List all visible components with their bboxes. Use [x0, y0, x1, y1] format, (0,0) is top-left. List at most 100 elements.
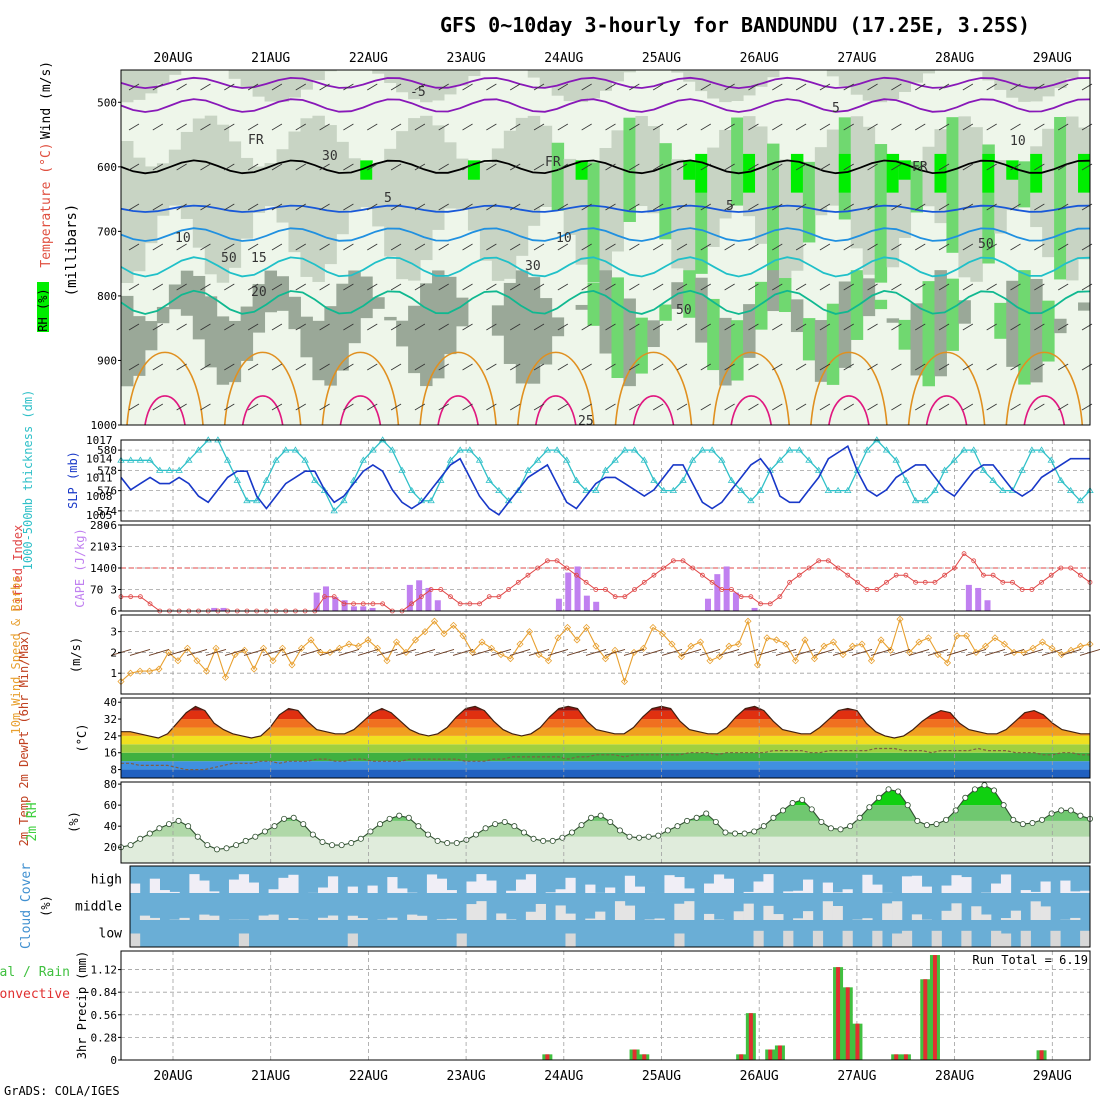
- lifted-index-point: [651, 572, 657, 578]
- rh2m-point: [971, 786, 978, 793]
- rh-cell: [767, 70, 780, 78]
- wind-barb: [1010, 83, 1021, 91]
- wind-barb: [343, 243, 354, 251]
- footer-credit: GrADS: COLA/IGES: [4, 1084, 120, 1098]
- temperature-contour-30: [144, 395, 186, 426]
- wind-barb: [338, 648, 360, 656]
- rh2m-point: [808, 806, 815, 813]
- cloud-middle-bar: [882, 903, 893, 920]
- thickness-point: [776, 456, 784, 463]
- wind-barb: [367, 363, 378, 371]
- thickness-point: [747, 496, 755, 504]
- wind-barb: [629, 363, 640, 371]
- date-label-bottom: 20AUG: [153, 1069, 192, 1084]
- contour-label: 5: [832, 101, 840, 116]
- rh-cell: [659, 304, 672, 321]
- rh2m-point: [338, 842, 345, 849]
- wind-barb: [462, 323, 473, 331]
- rh-cell: [1042, 128, 1055, 258]
- wind-speed-point: [535, 650, 543, 659]
- wind-barb: [343, 123, 354, 131]
- cloud-middle-bar: [357, 918, 368, 920]
- wind-barb: [247, 123, 259, 131]
- rh2m-point: [952, 807, 959, 814]
- cloud-middle-bar: [318, 917, 329, 920]
- wind-barb: [1034, 283, 1045, 291]
- wind-barb: [414, 163, 426, 171]
- lifted-index-point: [593, 587, 599, 592]
- wind-barb: [533, 83, 545, 91]
- thickness-point: [1047, 456, 1055, 463]
- rh-cell: [144, 70, 158, 94]
- wind-speed-point: [924, 634, 933, 642]
- rh2m-point: [962, 794, 969, 801]
- wind-barb: [557, 163, 569, 171]
- wind-barb: [795, 403, 807, 411]
- rh-cell: [731, 320, 744, 381]
- wind-speed-point: [658, 630, 667, 638]
- rh-cell: [228, 70, 242, 79]
- wind-barb: [176, 363, 187, 371]
- cloud-middle-bar: [199, 914, 210, 920]
- lifted-index-point: [951, 565, 957, 571]
- rh-cell: [372, 70, 385, 74]
- wind-speed-point: [649, 623, 657, 632]
- wind-barb: [367, 203, 378, 211]
- wind-speed-point: [858, 640, 866, 648]
- wind-speed-point: [278, 644, 287, 652]
- rh2m-point: [770, 814, 777, 821]
- wind-speed-point: [221, 673, 230, 681]
- rh-cell: [671, 282, 684, 309]
- thickness-point: [185, 456, 193, 463]
- wind-barb: [794, 648, 816, 656]
- wind-barb: [819, 123, 831, 131]
- wind-barb: [486, 123, 497, 131]
- cloud-middle-bar: [525, 911, 537, 920]
- thickness-point: [727, 476, 736, 483]
- rh-cell: [336, 283, 349, 371]
- wind-barb: [390, 203, 402, 211]
- cloud-high-bar: [189, 874, 200, 893]
- tick-label: 2: [110, 646, 117, 659]
- thickness-point: [931, 486, 939, 494]
- cloud-middle-bar: [565, 913, 576, 920]
- wind-barb: [795, 363, 807, 371]
- lifted-index-point: [544, 558, 550, 564]
- tick-label: 1005: [86, 509, 113, 522]
- precip-convective-bar: [642, 1054, 647, 1060]
- wind-barb: [152, 203, 164, 211]
- wind-barb: [1010, 163, 1021, 171]
- rh-cell: [432, 270, 445, 379]
- rh-cell: [228, 141, 242, 268]
- rh2m-point: [137, 835, 144, 842]
- wind-barb: [891, 283, 902, 291]
- rh-cell: [790, 166, 804, 271]
- rh-legend-swatch: [37, 282, 49, 332]
- temp2m-axis-label: 2m Temp 2m DewPt (6hr Min/Max): [17, 630, 31, 847]
- thickness-point: [689, 456, 697, 463]
- rh2m-point: [281, 815, 288, 822]
- rh2m-point: [626, 833, 633, 840]
- thickness-point: [1076, 496, 1085, 504]
- temperature-contour: [120, 159, 1091, 175]
- wind-speed-point: [392, 638, 401, 646]
- rh-cell: [121, 141, 134, 283]
- upper-air-frame: [120, 69, 1091, 426]
- contour-label: FR: [545, 155, 561, 170]
- wind-barb: [247, 83, 259, 91]
- rh2m-point: [396, 812, 403, 819]
- wind-barb: [367, 83, 378, 91]
- rh-cell: [444, 70, 457, 95]
- wind-barb: [629, 163, 640, 171]
- cape-bar: [984, 600, 991, 611]
- rh-cell: [156, 163, 170, 216]
- cape-bar: [322, 586, 329, 611]
- rh-cell: [587, 282, 601, 326]
- wind-barb: [724, 123, 735, 131]
- rh-cell: [240, 70, 254, 89]
- wind-barb: [152, 403, 164, 411]
- cloud-high-bar: [921, 886, 932, 893]
- wind-speed-point: [1029, 644, 1037, 652]
- cloud-high-bar: [555, 889, 566, 893]
- cloud-low-bar: [565, 933, 576, 947]
